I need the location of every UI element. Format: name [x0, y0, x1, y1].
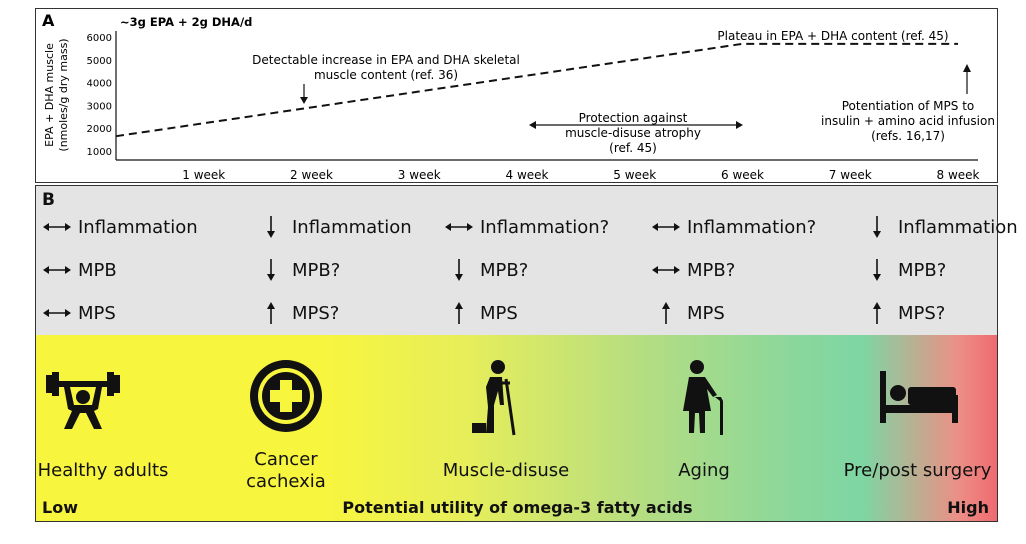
effect-item: MPS: [651, 302, 725, 324]
x-tick-labels: 1 week 2 week 3 week 4 week 5 week 6 week 7 we…: [182, 168, 979, 182]
effect-label: MPS?: [292, 302, 340, 324]
annotation-protection-line3: (ref. 45): [609, 141, 657, 155]
y-axis-label-line1: EPA + DHA muscle: [43, 43, 56, 147]
effect-item: Inflammation: [862, 216, 1018, 238]
effect-item: MPS: [444, 302, 518, 324]
elderly-person-icon: [663, 355, 745, 437]
up-arrow-icon: [444, 302, 474, 324]
effect-label: Inflammation: [78, 216, 198, 238]
effect-label: MPB?: [292, 259, 341, 281]
effect-item: Inflammation: [42, 216, 198, 238]
epa-dha-trend-line: [115, 42, 958, 138]
scale-high-label: High: [947, 498, 989, 517]
up-arrow-icon: [651, 302, 681, 324]
scale-low-label: Low: [42, 498, 78, 517]
effect-item: MPB?: [651, 259, 735, 281]
annotation-plateau: Plateau in EPA + DHA content (ref. 45): [717, 29, 948, 43]
effect-item: MPS?: [256, 302, 339, 324]
hospital-bed-icon: [878, 355, 960, 437]
x-tick-label: 4 week: [506, 168, 549, 182]
effect-label: Inflammation: [898, 216, 1018, 238]
up-arrow-icon: [256, 302, 286, 324]
x-tick-label: 2 week: [290, 168, 333, 182]
panel-b-letter: B: [42, 190, 55, 210]
effect-label: Inflammation?: [687, 216, 817, 238]
effect-item: MPS?: [862, 302, 945, 324]
group-label-muscle-disuse: Muscle-disuse: [442, 460, 570, 481]
y-tick-labels: 6000 5000 4000 3000 2000 1000: [87, 33, 112, 158]
effect-item: MPB: [42, 259, 117, 281]
down-arrow-icon: [300, 84, 308, 104]
effect-item: Inflammation?: [444, 216, 609, 238]
effect-label: MPB?: [898, 259, 947, 281]
annotation-mps-line3: (refs. 16,17): [871, 129, 945, 143]
y-tick-label: 6000: [87, 33, 112, 44]
panel-a-chart: A ~3g EPA + 2g DHA/d EPA + DHA muscle (n…: [42, 11, 995, 182]
effect-label: Inflammation?: [480, 216, 610, 238]
group-label-cachexia: cachexia: [246, 470, 326, 492]
group-label-aging: Aging: [678, 460, 730, 481]
effect-label: MPS?: [898, 302, 946, 324]
effect-item: MPB?: [862, 259, 946, 281]
panel-b-effects: B Inflammation MPB MPS Inflammation MPB? MPS?…: [35, 185, 1018, 335]
y-tick-label: 4000: [87, 79, 112, 90]
down-arrow-icon: [444, 259, 474, 281]
annotation-protection-line1: Protection against: [579, 111, 688, 125]
effect-label: MPS: [78, 302, 116, 324]
x-tick-label: 8 week: [937, 168, 980, 182]
x-tick-label: 5 week: [613, 168, 656, 182]
effect-label: Inflammation: [292, 216, 412, 238]
double-arrow-icon: [651, 216, 681, 238]
scale-title: Potential utility of omega-3 fatty acids: [342, 498, 693, 517]
annotation-increase-line1: Detectable increase in EPA and DHA skele…: [252, 53, 520, 67]
y-axis-label-line2: (nmoles/g dry mass): [57, 38, 70, 151]
double-arrow-icon: [444, 216, 474, 238]
effect-item: Inflammation?: [651, 216, 816, 238]
annotation-mps-line1: Potentiation of MPS to: [842, 99, 975, 113]
annotation-protection-line2: muscle-disuse atrophy: [565, 126, 701, 140]
panel-a: A ~3g EPA + 2g DHA/d EPA + DHA muscle (n…: [35, 8, 998, 183]
down-arrow-icon: [256, 259, 286, 281]
effect-item: MPB?: [256, 259, 340, 281]
dose-label: ~3g EPA + 2g DHA/d: [120, 15, 252, 29]
down-arrow-icon: [256, 216, 286, 238]
effect-label: MPS: [687, 302, 725, 324]
effect-label: MPS: [480, 302, 518, 324]
panel-b-groups: Healthy adults Cancer cachexia Muscle-di…: [35, 335, 998, 522]
weightlifter-icon: [42, 355, 124, 437]
y-tick-label: 2000: [87, 124, 112, 135]
effect-item: Inflammation: [256, 216, 412, 238]
up-arrow-icon: [862, 302, 892, 324]
y-tick-label: 5000: [87, 56, 112, 67]
effect-item: MPB?: [444, 259, 528, 281]
annotation-mps-line2: insulin + amino acid infusion: [821, 114, 995, 128]
effect-item: MPS: [42, 302, 116, 324]
panel-a-letter: A: [42, 11, 55, 30]
effect-label: MPB?: [687, 259, 736, 281]
down-arrow-icon: [862, 216, 892, 238]
x-tick-label: 3 week: [398, 168, 441, 182]
y-tick-label: 3000: [87, 101, 112, 112]
crutch-person-icon: [450, 355, 532, 437]
x-tick-label: 6 week: [721, 168, 764, 182]
double-arrow-icon: [42, 259, 72, 281]
group-label-pre-post-surgery: Pre/post surgery: [843, 460, 992, 481]
x-tick-label: 1 week: [182, 168, 225, 182]
group-label-cancer-cachexia: Cancer cachexia: [226, 449, 346, 492]
effect-label: MPB?: [480, 259, 529, 281]
medical-cross-icon: [245, 355, 327, 437]
group-label-healthy-adults: Healthy adults: [37, 460, 169, 481]
up-arrow-icon: [963, 64, 971, 94]
group-label-cancer: Cancer: [254, 449, 318, 470]
annotation-increase-line2: muscle content (ref. 36): [314, 68, 458, 82]
double-arrow-icon: [42, 216, 72, 238]
double-arrow-icon: [42, 302, 72, 324]
down-arrow-icon: [862, 259, 892, 281]
effect-label: MPB: [78, 259, 117, 281]
double-arrow-icon: [529, 121, 743, 129]
y-tick-label: 1000: [87, 147, 112, 158]
double-arrow-icon: [651, 259, 681, 281]
x-tick-label: 7 week: [829, 168, 872, 182]
